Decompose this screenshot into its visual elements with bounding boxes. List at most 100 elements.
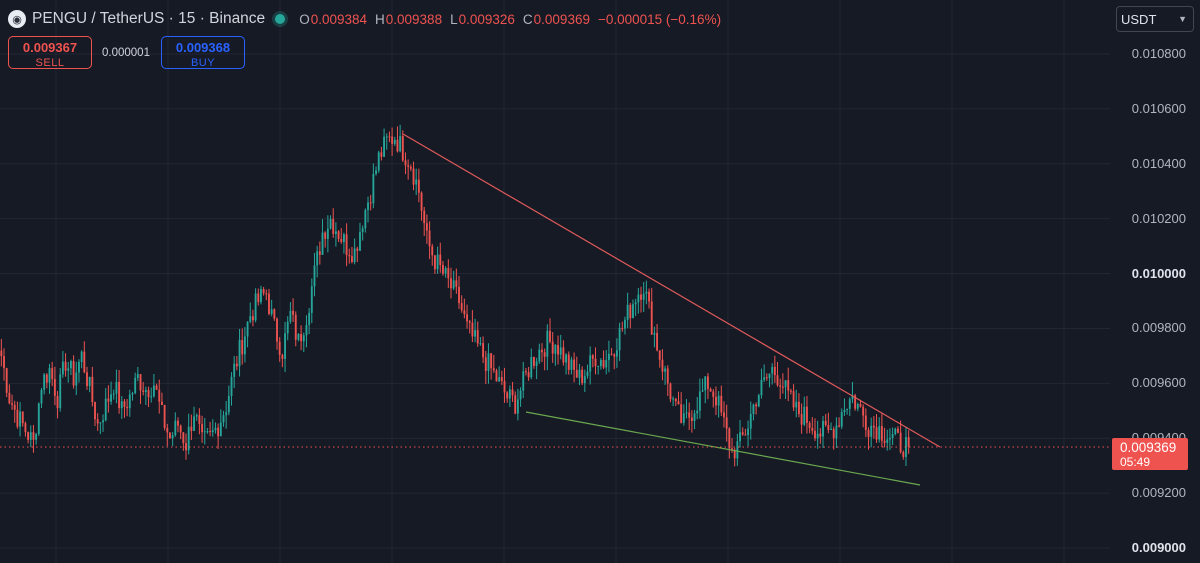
candle-body xyxy=(495,370,498,382)
candle-body xyxy=(270,309,273,314)
candle-body xyxy=(45,374,48,383)
candle-body xyxy=(436,254,439,270)
candle-body xyxy=(514,395,517,414)
candle-body xyxy=(773,366,776,376)
candle-body xyxy=(854,395,857,409)
candle-body xyxy=(533,357,535,366)
candle-body xyxy=(107,398,110,402)
candle-body xyxy=(583,376,586,384)
candle-body xyxy=(883,440,886,443)
candle-body xyxy=(570,359,573,370)
candle-body xyxy=(377,152,380,171)
candle-body xyxy=(356,248,359,251)
candle-body xyxy=(674,398,677,402)
candle-body xyxy=(830,428,832,430)
buy-button[interactable]: 0.009368 BUY xyxy=(161,36,245,69)
candle-body xyxy=(696,410,699,414)
candle-body xyxy=(897,428,899,433)
candle-body xyxy=(902,451,905,457)
buy-price: 0.009368 xyxy=(175,40,231,55)
candle-body xyxy=(664,368,667,372)
candle-body xyxy=(594,358,597,367)
candle-body xyxy=(86,372,88,386)
candle-body xyxy=(784,380,787,388)
candle-body xyxy=(551,341,554,354)
candle-body xyxy=(645,291,648,294)
currency-select[interactable]: USDT ▼ xyxy=(1116,6,1194,32)
candle-body xyxy=(348,255,351,257)
candle-body xyxy=(626,304,629,320)
ohlc-open: O0.009384 xyxy=(299,11,368,27)
candle-body xyxy=(516,399,519,414)
candle-body xyxy=(316,251,319,266)
ohlc-high-label: H xyxy=(375,11,385,27)
candle-body xyxy=(894,428,897,435)
candle-body xyxy=(372,173,375,204)
candle-body xyxy=(682,413,685,423)
candle-body xyxy=(276,318,278,342)
price-scale-label: 0.010200 xyxy=(1131,210,1186,226)
candle-body xyxy=(308,312,311,326)
candle-body xyxy=(733,449,736,459)
resistance-trendline[interactable] xyxy=(402,133,941,448)
candle-body xyxy=(752,404,755,414)
support-trendline[interactable] xyxy=(525,411,921,486)
ohlc-close-label: C xyxy=(522,11,533,27)
candle-body xyxy=(492,368,495,371)
candle-body xyxy=(891,434,894,439)
candle-body xyxy=(442,264,444,274)
candle-body xyxy=(233,363,236,377)
candle-body xyxy=(856,404,859,409)
candle-body xyxy=(843,410,846,413)
candle-body xyxy=(353,248,356,263)
candle-body xyxy=(698,391,701,411)
candle-body xyxy=(656,333,659,351)
ohlc-low-label: L xyxy=(450,11,458,27)
candle-body xyxy=(859,404,862,407)
candle-body xyxy=(246,321,249,337)
candle-body xyxy=(40,389,43,404)
symbol-title[interactable]: PENGU / TetherUS · 15 · Binance xyxy=(32,10,266,27)
candle-body xyxy=(506,392,509,399)
candle-body xyxy=(318,251,321,255)
candle-body xyxy=(771,366,774,374)
candle-body xyxy=(163,405,166,428)
candle-body xyxy=(789,390,792,392)
candle-body xyxy=(409,166,412,169)
candle-body xyxy=(51,368,54,380)
candle-body xyxy=(455,280,458,287)
candle-body xyxy=(508,389,511,399)
candle-body xyxy=(701,390,704,392)
candle-body xyxy=(498,377,501,382)
candle-body xyxy=(479,343,482,345)
candle-body xyxy=(832,428,835,439)
candle-body xyxy=(203,431,206,433)
candle-body xyxy=(669,383,672,400)
price-scale-label: 0.010400 xyxy=(1131,155,1186,171)
candle-body xyxy=(731,448,733,450)
candle-body xyxy=(824,420,827,425)
candle-body xyxy=(878,426,881,440)
candle-body xyxy=(43,374,46,390)
candle-body xyxy=(728,428,731,449)
candle-body xyxy=(755,404,758,407)
candle-body xyxy=(190,426,193,431)
candle-body xyxy=(557,344,559,355)
candle-body xyxy=(538,349,541,362)
pengu-logo-icon: ◉ xyxy=(8,10,26,28)
candle-body xyxy=(423,210,426,224)
candle-body xyxy=(289,310,292,322)
candle-body xyxy=(174,420,177,436)
sell-button[interactable]: 0.009367 SELL xyxy=(8,36,92,69)
candle-body xyxy=(206,431,209,433)
candle-body xyxy=(720,395,723,413)
candle-body xyxy=(369,202,372,204)
candle-body xyxy=(361,228,364,233)
candle-body xyxy=(723,412,725,418)
candle-body xyxy=(680,404,683,423)
candle-body xyxy=(8,392,11,404)
candle-body xyxy=(543,352,546,357)
candle-body xyxy=(102,420,104,423)
candle-body xyxy=(466,314,468,322)
